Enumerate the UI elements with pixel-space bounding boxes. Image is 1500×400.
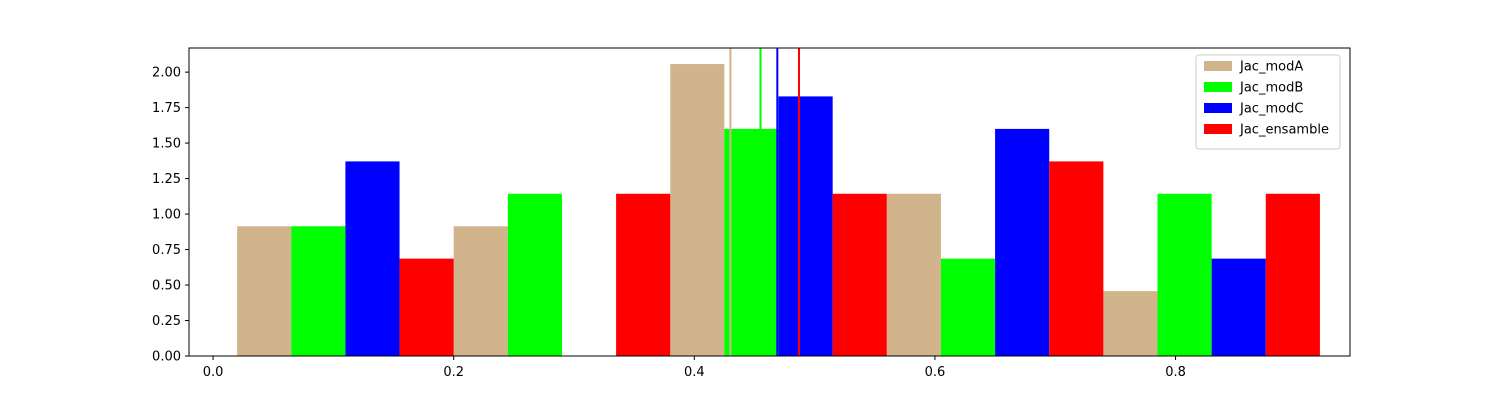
bar-Jac_modA-4 bbox=[1103, 291, 1158, 356]
x-tick-label: 0.0 bbox=[203, 365, 224, 380]
bar-Jac_modB-2 bbox=[724, 128, 779, 356]
bar-Jac_modA-2 bbox=[670, 64, 725, 357]
y-tick-label: 0.00 bbox=[152, 350, 181, 365]
y-tick-label: 0.75 bbox=[152, 243, 181, 258]
bar-Jac_ensamble-2 bbox=[832, 193, 887, 356]
y-axis: 0.00 0.25 0.50 0.75 1.00 1.25 1.50 1.75 2.00 bbox=[152, 66, 189, 365]
x-tick-label: 0.6 bbox=[925, 365, 946, 380]
mean-lines-layer bbox=[729, 48, 800, 356]
legend-label-Jac_ensamble: Jac_ensamble bbox=[1239, 123, 1329, 138]
bar-Jac_ensamble-3 bbox=[1049, 161, 1104, 356]
legend-swatch-Jac_modA bbox=[1204, 61, 1232, 71]
legend-label-Jac_modC: Jac_modC bbox=[1239, 102, 1303, 117]
legend-swatch-Jac_ensamble bbox=[1204, 124, 1232, 134]
legend-swatch-Jac_modC bbox=[1204, 103, 1232, 113]
y-tick-label: 1.25 bbox=[152, 172, 181, 187]
x-tick-label: 0.8 bbox=[1165, 365, 1186, 380]
y-tick-label: 1.00 bbox=[152, 208, 181, 223]
bar-Jac_modC-3 bbox=[995, 128, 1050, 356]
bar-Jac_modC-0 bbox=[345, 161, 400, 356]
bar-Jac_modC-2 bbox=[778, 96, 833, 357]
bar-Jac_modB-3 bbox=[940, 258, 996, 356]
x-tick-label: 0.2 bbox=[443, 365, 464, 380]
y-tick-label: 0.25 bbox=[152, 314, 181, 329]
bar-Jac_modB-0 bbox=[291, 226, 346, 356]
bar-Jac_modC-4 bbox=[1211, 258, 1266, 356]
x-axis: 0.0 0.2 0.4 0.6 0.8 bbox=[203, 356, 1186, 380]
plot-frame bbox=[188, 47, 1351, 357]
bar-Jac_modB-4 bbox=[1157, 193, 1212, 356]
bar-Jac_modA-1 bbox=[453, 226, 508, 356]
bar-Jac_modB-1 bbox=[507, 193, 562, 356]
y-tick-label: 1.50 bbox=[152, 137, 181, 152]
bar-Jac_ensamble-1 bbox=[616, 193, 671, 356]
legend-label-Jac_modB: Jac_modB bbox=[1239, 81, 1303, 96]
legend-swatch-Jac_modB bbox=[1204, 82, 1232, 92]
y-tick-label: 2.00 bbox=[152, 66, 181, 81]
bar-Jac_ensamble-4 bbox=[1265, 193, 1320, 356]
x-tick-label: 0.4 bbox=[684, 365, 705, 380]
bars-layer bbox=[237, 64, 1320, 357]
bar-Jac_modA-0 bbox=[237, 226, 292, 356]
bar-Jac_modA-3 bbox=[886, 193, 941, 356]
y-tick-label: 1.75 bbox=[152, 101, 181, 116]
legend-label-Jac_modA: Jac_modA bbox=[1239, 60, 1303, 75]
y-tick-label: 0.50 bbox=[152, 279, 181, 294]
bar-Jac_ensamble-0 bbox=[399, 258, 454, 356]
legend: Jac_modA Jac_modB Jac_modC Jac_ensamble bbox=[1195, 54, 1341, 150]
